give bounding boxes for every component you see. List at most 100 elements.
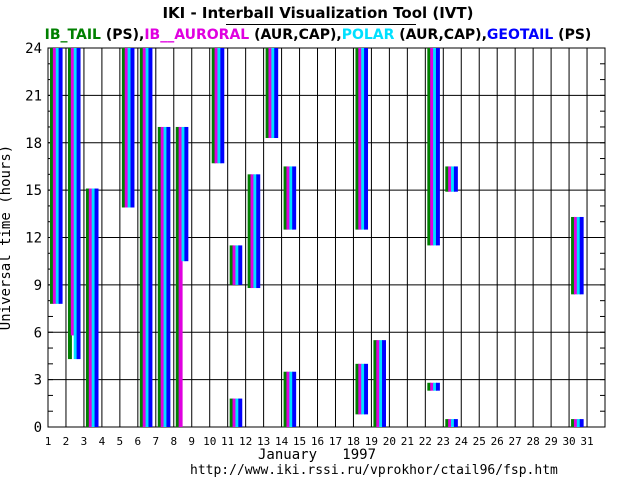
x-tick-label: 13 — [257, 435, 270, 448]
x-tick-label: 4 — [99, 435, 106, 448]
legend-part-3: (AUR,CAP), — [249, 27, 342, 43]
x-axis-title: January 1997 — [258, 447, 377, 463]
bar-ib-auroral-day-22 — [430, 48, 435, 246]
bar-geotail-day-18 — [364, 48, 369, 230]
bar-polar-day-2 — [73, 48, 78, 360]
bar-ib-tail-day-23 — [445, 419, 450, 427]
x-tick-label: 24 — [455, 435, 469, 448]
bar-geotail-day-23 — [453, 166, 458, 192]
bar-ib-auroral-day-22 — [430, 382, 435, 391]
plot-frame — [47, 47, 606, 428]
bar-ib-tail-day-1 — [50, 48, 54, 304]
bar-ib-auroral-day-3 — [88, 188, 93, 427]
bar-geotail-day-2 — [76, 48, 81, 360]
x-tick-label: 16 — [311, 435, 324, 448]
y-tick-label: 21 — [25, 88, 42, 104]
bar-geotail-day-6 — [148, 48, 153, 427]
bar-geotail-day-12 — [256, 174, 261, 289]
bar-ib-auroral-day-5 — [124, 48, 129, 208]
x-tick-label: 27 — [509, 435, 522, 448]
x-tick-label: 9 — [188, 435, 195, 448]
bar-ib-tail-day-22 — [427, 48, 432, 246]
y-tick-label: 0 — [34, 420, 42, 436]
y-tick-label: 18 — [25, 136, 42, 152]
x-tick-label: 10 — [203, 435, 216, 448]
x-tick-label: 15 — [293, 435, 306, 448]
bar-ib-tail-day-11 — [229, 398, 234, 427]
y-tick-label: 12 — [25, 231, 42, 247]
bar-geotail-day-30 — [579, 419, 584, 427]
bar-polar-day-18 — [361, 363, 366, 415]
x-tick-label: 1 — [45, 435, 52, 448]
page-title: IKI - Interball Visualization Tool (IVT) — [162, 4, 474, 22]
bar-ib-tail-day-2 — [67, 48, 72, 360]
bar-polar-day-23 — [451, 166, 455, 192]
bar-ib-tail-day-22 — [427, 382, 432, 391]
y-tick-label: 9 — [34, 278, 42, 294]
bar-ib-auroral-day-13 — [268, 48, 273, 139]
bar-ib-tail-day-14 — [283, 371, 288, 427]
x-tick-label: 30 — [562, 435, 575, 448]
legend-subtitle: IB_TAIL (PS),IB__AURORAL (AUR,CAP),POLAR… — [0, 27, 636, 43]
bar-ib-auroral-day-18 — [358, 363, 363, 415]
x-tick-label: 25 — [473, 435, 486, 448]
bar-geotail-day-22 — [435, 382, 440, 391]
x-tick-label: 3 — [81, 435, 88, 448]
bar-geotail-day-11 — [238, 245, 243, 285]
y-axis-label: Universal time (hours) — [0, 145, 14, 330]
x-tick-label: 17 — [329, 435, 342, 448]
x-tick-label: 2 — [63, 435, 70, 448]
bar-geotail-day-8 — [184, 126, 189, 262]
bar-polar-day-11 — [235, 398, 240, 427]
bar-geotail-day-3 — [94, 188, 99, 427]
x-tick-label: 18 — [347, 435, 360, 448]
x-tick-label: 28 — [527, 435, 540, 448]
bar-ib-tail-day-10 — [211, 48, 216, 164]
bar-polar-day-14 — [289, 166, 294, 230]
x-tick-label: 23 — [437, 435, 450, 448]
x-tick-label: 26 — [491, 435, 504, 448]
bar-polar-day-23 — [451, 419, 455, 427]
bar-ib-auroral-day-11 — [232, 398, 237, 427]
x-tick-label: 12 — [239, 435, 252, 448]
bar-geotail-day-19 — [382, 340, 386, 427]
x-tick-label: 11 — [221, 435, 234, 448]
x-tick-label: 19 — [365, 435, 378, 448]
bar-geotail-day-7 — [166, 126, 171, 427]
bar-polar-day-7 — [163, 126, 168, 427]
legend-part-4: POLAR — [341, 27, 395, 43]
x-tick-label: 29 — [544, 435, 557, 448]
bar-polar-day-22 — [433, 382, 438, 391]
bar-polar-day-6 — [145, 48, 150, 427]
bar-polar-day-8 — [181, 126, 186, 262]
legend-part-5: (AUR,CAP), — [394, 27, 487, 43]
x-tick-label: 31 — [580, 435, 593, 448]
bar-polar-day-1 — [55, 48, 60, 304]
bar-ib-auroral-day-6 — [142, 48, 147, 427]
legend-part-6: GEOTAIL — [486, 27, 554, 43]
bar-ib-auroral-day-12 — [250, 174, 255, 289]
y-tick-label: 6 — [34, 325, 42, 341]
bar-geotail-day-5 — [130, 48, 135, 208]
x-tick-label: 6 — [135, 435, 142, 448]
bar-polar-day-14 — [289, 371, 294, 427]
source-url[interactable]: http://www.iki.rssi.ru/vprokhor/ctail96/… — [190, 463, 558, 478]
bar-polar-day-22 — [433, 48, 438, 246]
bar-ib-auroral-day-30 — [573, 216, 578, 295]
bar-ib-auroral-day-10 — [214, 48, 219, 164]
bar-ib-auroral-day-7 — [160, 126, 165, 427]
bar-polar-day-10 — [217, 48, 222, 164]
legend-part-1: (PS), — [100, 27, 145, 43]
bar-polar-day-5 — [127, 48, 132, 208]
bar-ib-tail-day-30 — [571, 216, 576, 295]
title-underline — [226, 24, 416, 25]
bar-ib-auroral-day-23 — [448, 166, 453, 192]
bar-ib-auroral-day-1 — [52, 48, 57, 304]
bar-polar-day-18 — [361, 48, 366, 230]
x-tick-label: 7 — [152, 435, 159, 448]
bar-geotail-day-10 — [220, 48, 225, 164]
bar-ib-tail-day-19 — [373, 340, 378, 427]
x-tick-label: 14 — [275, 435, 289, 448]
bar-ib-tail-day-18 — [355, 48, 360, 230]
